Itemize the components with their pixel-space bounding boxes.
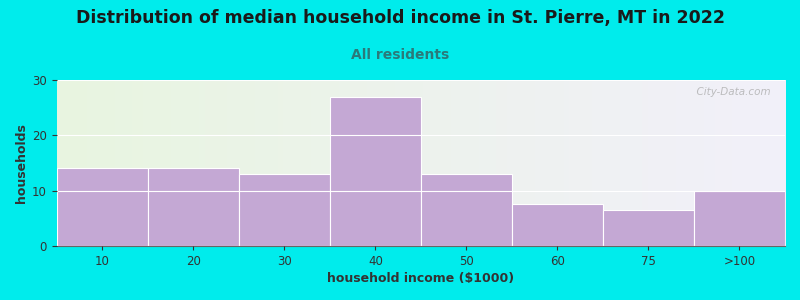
Bar	[512, 204, 603, 246]
Bar	[330, 97, 421, 246]
Bar	[694, 190, 785, 246]
Bar	[603, 210, 694, 246]
Y-axis label: households: households	[15, 123, 28, 203]
Bar	[421, 174, 512, 246]
X-axis label: household income ($1000): household income ($1000)	[327, 272, 514, 285]
Bar	[148, 168, 239, 246]
Bar	[57, 168, 148, 246]
Text: Distribution of median household income in St. Pierre, MT in 2022: Distribution of median household income …	[75, 9, 725, 27]
Text: City-Data.com: City-Data.com	[690, 87, 770, 97]
Text: All residents: All residents	[351, 48, 449, 62]
Bar	[239, 174, 330, 246]
